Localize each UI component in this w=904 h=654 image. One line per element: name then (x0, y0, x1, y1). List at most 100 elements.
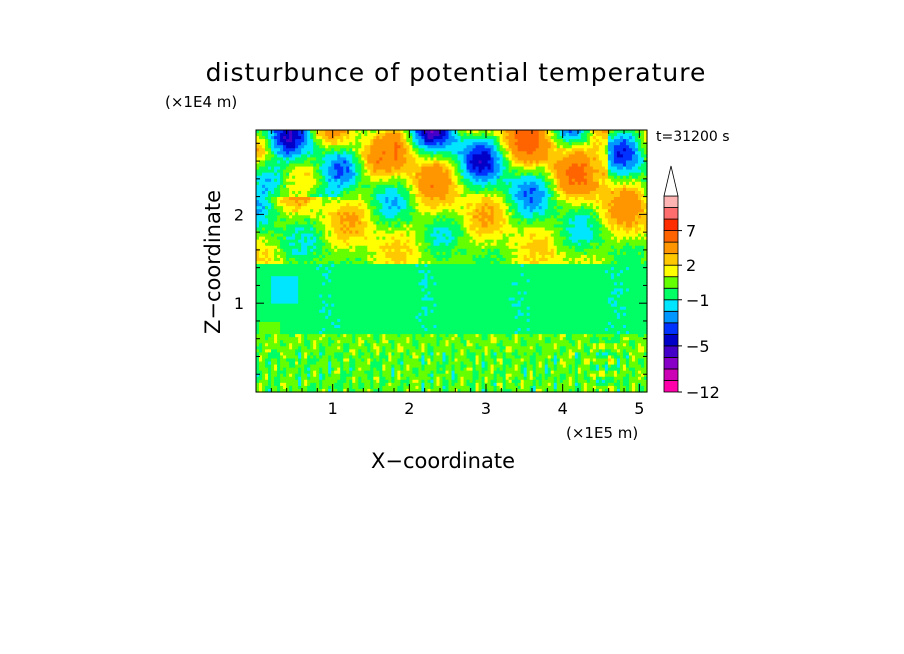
field-cell (538, 206, 543, 210)
field-cell (595, 184, 600, 189)
field-cell (328, 230, 332, 235)
field-cell (436, 145, 441, 149)
field-cell (451, 175, 456, 180)
field-cell (313, 233, 317, 238)
field-cell (340, 190, 344, 195)
field-cell (277, 178, 281, 183)
contour-field (256, 130, 648, 393)
field-cell (436, 224, 441, 229)
field-cell (310, 148, 314, 152)
field-cell (301, 136, 305, 140)
field-cell (493, 178, 498, 183)
field-cell (481, 157, 486, 162)
field-cell (334, 184, 338, 189)
field-cell (535, 145, 540, 149)
field-cell (469, 193, 474, 198)
field-cell (307, 221, 311, 226)
field-cell (529, 139, 534, 143)
field-cell (445, 154, 450, 159)
field-cell (478, 218, 483, 222)
field-cell (595, 157, 600, 162)
field-cell (607, 184, 612, 189)
field-cell (355, 212, 359, 216)
field-cell (565, 227, 570, 232)
field-cell (508, 160, 513, 165)
field-cell (598, 133, 603, 137)
field-cell (361, 193, 365, 198)
field-cell (523, 178, 528, 183)
field-cell (478, 142, 483, 146)
field-cell (301, 184, 305, 189)
field-cell (427, 160, 432, 165)
field-cell (379, 218, 383, 222)
field-cell (379, 166, 383, 171)
field-cell (406, 133, 410, 137)
field-cell (613, 139, 618, 143)
field-cell (394, 130, 398, 134)
field-cell (631, 133, 636, 137)
field-cell (574, 178, 579, 183)
field-cell (493, 157, 498, 162)
field-cell (577, 130, 582, 134)
field-cell (409, 130, 413, 134)
field-cell (424, 175, 429, 180)
field-cell (508, 133, 513, 137)
field-cell (493, 139, 498, 143)
field-cell (259, 139, 263, 143)
field-cell (613, 227, 618, 232)
field-cell (538, 151, 543, 155)
field-cell (352, 142, 356, 146)
field-cell (553, 151, 558, 155)
field-cell (475, 193, 480, 198)
field-cell (502, 175, 507, 180)
field-cell (619, 133, 624, 137)
field-cell (307, 206, 311, 210)
field-cell (481, 197, 486, 201)
field-cell (316, 178, 320, 183)
field-cell (364, 212, 368, 216)
field-cell (478, 190, 483, 195)
field-cell (412, 145, 417, 149)
field-cell (595, 133, 600, 137)
field-cell (295, 139, 299, 143)
field-cell (583, 139, 588, 143)
field-cell (574, 175, 579, 180)
field-cell (481, 178, 486, 183)
field-cell (256, 203, 260, 207)
field-cell (541, 224, 546, 229)
field-cell (298, 209, 302, 213)
field-cell (367, 193, 371, 198)
field-cell (526, 154, 531, 159)
field-cell (256, 157, 260, 162)
field-cell (631, 218, 636, 222)
field-cell (424, 187, 429, 192)
field-cell (391, 169, 395, 174)
field-cell (565, 187, 570, 192)
field-cell (262, 151, 266, 155)
field-cell (304, 184, 308, 189)
field-cell (370, 209, 374, 213)
field-cell (466, 139, 471, 143)
field-cell (475, 203, 480, 207)
field-cell (400, 163, 404, 168)
field-cell (346, 215, 350, 219)
field-cell (517, 224, 522, 229)
field-cell (424, 169, 429, 174)
field-cell (586, 203, 591, 207)
field-cell (439, 166, 444, 171)
field-cell (616, 181, 621, 186)
field-cell (556, 169, 561, 174)
field-cell (502, 212, 507, 216)
field-cell (448, 166, 453, 171)
field-cell (589, 193, 594, 198)
field-cell (568, 130, 573, 134)
field-cell (292, 221, 296, 226)
field-cell (538, 190, 543, 195)
field-cell (376, 233, 380, 238)
field-cell (385, 193, 389, 198)
field-cell (409, 224, 413, 229)
field-cell (274, 175, 278, 180)
field-cell (613, 178, 618, 183)
field-cell (469, 212, 474, 216)
field-cell (286, 178, 290, 183)
